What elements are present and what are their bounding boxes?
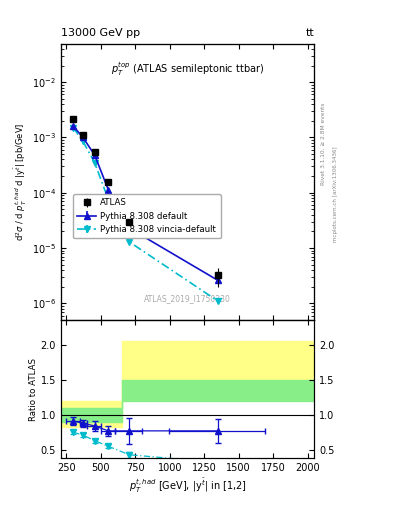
X-axis label: $p_T^{t,had}$ [GeV], |y$^{\bar{t}}$| in [1,2]: $p_T^{t,had}$ [GeV], |y$^{\bar{t}}$| in …: [129, 477, 247, 496]
Text: $p_T^{top}$ (ATLAS semileptonic ttbar): $p_T^{top}$ (ATLAS semileptonic ttbar): [111, 60, 264, 78]
Text: Rivet 3.1.10, ≥ 2.8M events: Rivet 3.1.10, ≥ 2.8M events: [320, 102, 325, 185]
Text: tt: tt: [306, 28, 314, 38]
Legend: ATLAS, Pythia 8.308 default, Pythia 8.308 vincia-default: ATLAS, Pythia 8.308 default, Pythia 8.30…: [73, 194, 220, 238]
Text: 13000 GeV pp: 13000 GeV pp: [61, 28, 140, 38]
Text: ATLAS_2019_I1750330: ATLAS_2019_I1750330: [144, 294, 231, 304]
Y-axis label: d$^2\sigma$ / d $p_T^{t,had}$ d |y$^{\bar{t}}$| [pb/GeV]: d$^2\sigma$ / d $p_T^{t,had}$ d |y$^{\ba…: [13, 122, 29, 241]
Y-axis label: Ratio to ATLAS: Ratio to ATLAS: [29, 357, 38, 421]
Text: mcplots.cern.ch [arXiv:1306.3436]: mcplots.cern.ch [arXiv:1306.3436]: [333, 147, 338, 242]
